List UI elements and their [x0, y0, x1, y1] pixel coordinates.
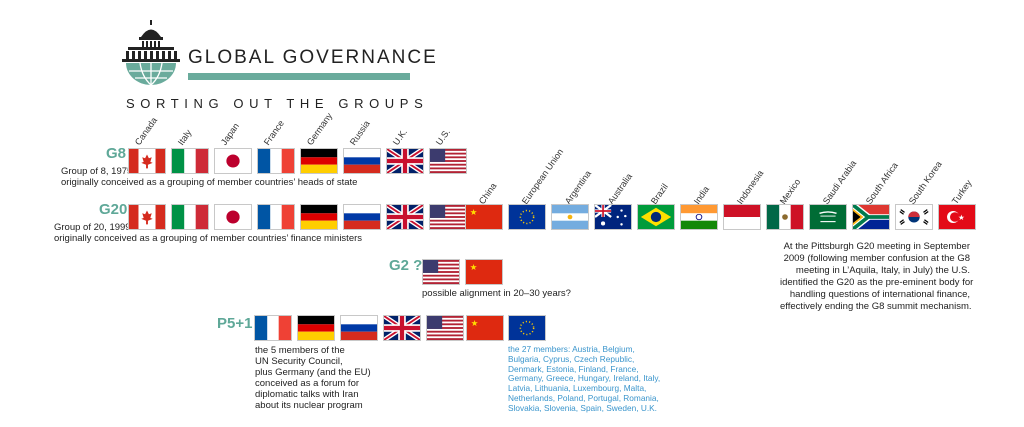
group-label-p5-plus-1: P5+1	[217, 315, 253, 332]
flag-russia	[340, 315, 378, 341]
flag-uk	[386, 148, 424, 174]
svg-text:★: ★	[958, 213, 965, 222]
flag-argentina	[551, 204, 589, 230]
eu-members-line: Germany, Greece, Hungary, Ireland, Italy…	[508, 373, 661, 384]
flag-russia	[343, 204, 381, 230]
flag-us	[426, 315, 464, 341]
flag-france	[254, 315, 292, 341]
country-label-south-africa: South Africa	[863, 160, 900, 206]
country-label-italy: Italy	[175, 127, 194, 147]
flag-uk	[383, 315, 421, 341]
flag-us	[429, 148, 467, 174]
flag-russia	[343, 148, 381, 174]
flag-canada	[128, 204, 166, 230]
p5-description-line: plus Germany (and the EU)	[255, 367, 371, 378]
flag-france	[257, 204, 295, 230]
flag-indonesia	[723, 204, 761, 230]
page-title: GLOBAL GOVERNANCE	[188, 47, 438, 68]
g20-pittsburgh-note: At the Pittsburgh G20 meeting in Septemb…	[780, 241, 974, 313]
country-label-canada: Canada	[132, 115, 160, 147]
note-line: handling questions of international fina…	[789, 289, 970, 300]
group-label-g20: G20	[99, 201, 128, 218]
country-label-uk: U.K.	[390, 126, 410, 147]
flag-mexico	[766, 204, 804, 230]
flag-germany	[300, 148, 338, 174]
flag-china: ★	[465, 259, 503, 285]
p5-description-line: about its nuclear program	[255, 400, 363, 411]
flag-canada	[128, 148, 166, 174]
country-label-us: U.S.	[433, 126, 453, 147]
country-label-european-union: European Union	[519, 146, 566, 206]
country-label-india: India	[691, 184, 712, 206]
flag-european-union	[508, 204, 546, 230]
flag-japan	[214, 148, 252, 174]
flag-china: ★	[466, 315, 504, 341]
country-label-russia: Russia	[347, 118, 372, 147]
flag-saudi-arabia	[809, 204, 847, 230]
eu-members-line: Slovakia, Slovenia, Spain, Sweden, U.K.	[508, 402, 657, 413]
svg-text:★: ★	[471, 318, 479, 328]
country-label-france: France	[261, 118, 287, 147]
p5-description-line: diplomatic talks with Iran	[255, 389, 359, 400]
flag-italy	[171, 148, 209, 174]
flag-south-africa	[852, 204, 890, 230]
note-line: meeting in L’Aquila, Italy, in July) the…	[795, 265, 970, 276]
svg-text:★: ★	[470, 207, 478, 217]
country-label-germany: Germany	[304, 110, 335, 147]
eu-members-line: Latvia, Lithuania, Luxembourg, Malta,	[508, 383, 647, 394]
country-label-indonesia: Indonesia	[734, 168, 766, 206]
flag-us	[422, 259, 460, 285]
note-line: 2009 (following member confusion at the …	[783, 253, 970, 264]
country-label-japan: Japan	[218, 121, 242, 147]
country-label-south-korea: South Korea	[906, 159, 944, 206]
p5-description: the 5 members of the UN Security Council…	[255, 345, 371, 411]
flag-brazil	[637, 204, 675, 230]
p5-description-line: UN Security Council,	[255, 356, 343, 367]
flag-germany	[297, 315, 335, 341]
flag-european-union	[508, 315, 546, 341]
g20-description-line1: Group of 20, 1999	[54, 222, 131, 233]
p5-description-line: the 5 members of the	[255, 345, 345, 356]
g2-description: possible alignment in 20–30 years?	[422, 288, 571, 299]
group-label-g8: G8	[106, 145, 127, 162]
eu-members-line: the 27 members: Austria, Belgium,	[508, 344, 635, 354]
note-line: identified the G20 as the pre-eminent bo…	[780, 277, 974, 288]
flag-france	[257, 148, 295, 174]
country-label-argentina: Argentina	[562, 168, 594, 206]
flag-germany	[300, 204, 338, 230]
flag-italy	[171, 204, 209, 230]
flag-india	[680, 204, 718, 230]
country-label-brazil: Brazil	[648, 181, 670, 206]
country-label-china: China	[476, 181, 499, 206]
group-label-g2: G2 ?	[389, 257, 423, 274]
country-label-saudi-arabia: Saudi Arabia	[820, 158, 859, 206]
flag-turkey: ★	[938, 204, 976, 230]
g8-description-line1: Group of 8, 1975	[61, 166, 133, 177]
capitol-globe-icon	[120, 20, 186, 86]
eu-members-line: Bulgaria, Cyprus, Czech Republic,	[508, 353, 635, 364]
eu-members-list: the 27 members: Austria, Belgium, Bulgar…	[508, 344, 661, 414]
note-line: effectively ending the G8 summit mechani…	[780, 301, 972, 312]
country-label-mexico: Mexico	[777, 176, 803, 206]
flag-uk	[386, 204, 424, 230]
country-label-turkey: Turkey	[949, 178, 974, 206]
flag-china: ★	[465, 204, 503, 230]
g20-description-line2: originally conceived as a grouping of me…	[54, 233, 363, 244]
p5-description-line: conceived as a forum for	[255, 378, 360, 389]
country-label-australia: Australia	[605, 171, 635, 206]
flag-japan	[214, 204, 252, 230]
flag-us	[429, 204, 467, 230]
eu-members-line: Denmark, Estonia, Finland, France,	[508, 363, 639, 374]
svg-text:★: ★	[470, 262, 478, 272]
flag-south-korea	[895, 204, 933, 230]
eu-members-line: Netherlands, Poland, Portugal, Romania,	[508, 392, 659, 403]
g8-description-line2: originally conceived as a grouping of me…	[61, 177, 358, 188]
title-underline	[188, 73, 410, 80]
flag-australia	[594, 204, 632, 230]
note-line: At the Pittsburgh G20 meeting in Septemb…	[783, 241, 970, 252]
page-subtitle: SORTING OUT THE GROUPS	[126, 96, 429, 111]
